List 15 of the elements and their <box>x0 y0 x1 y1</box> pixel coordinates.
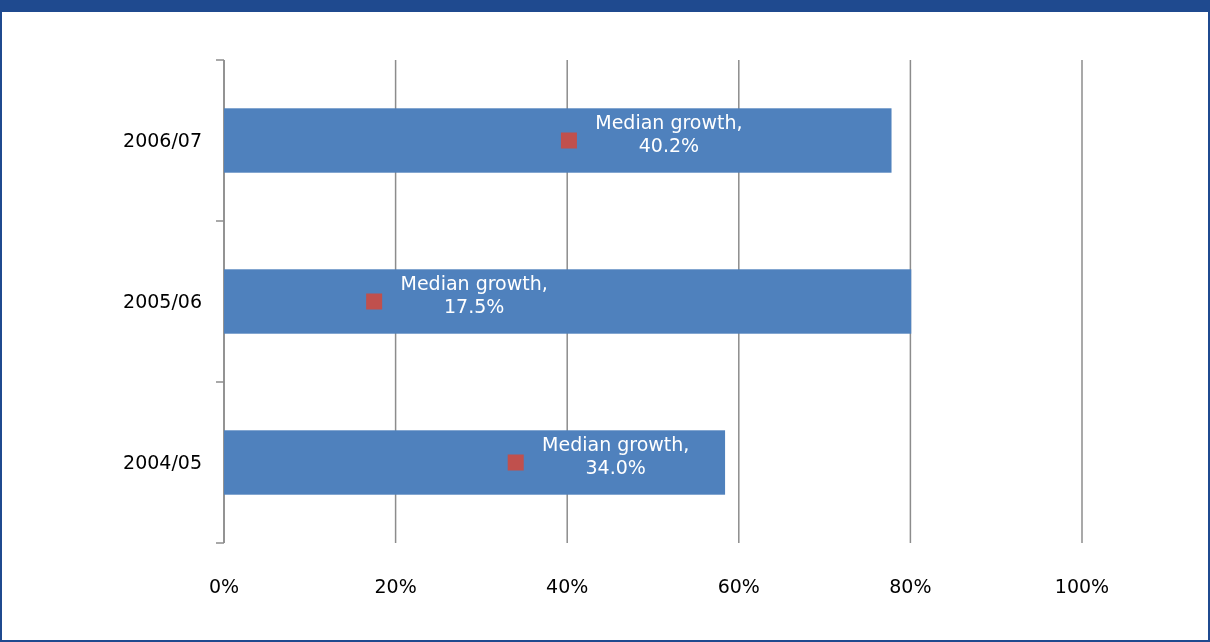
x-tick-label: 60% <box>717 575 760 597</box>
x-tick-label: 40% <box>546 575 589 597</box>
bar <box>224 269 912 334</box>
x-tick-label: 20% <box>374 575 417 597</box>
y-tick-label: 2004/05 <box>123 451 202 474</box>
bar <box>224 108 892 173</box>
annotation: Median growth, 17.5% <box>400 271 548 318</box>
x-tick-label: 80% <box>889 575 932 597</box>
y-tick-label: 2005/06 <box>123 290 202 313</box>
y-tick-label: 2006/07 <box>123 129 202 152</box>
annotation: Median growth, 34.0% <box>542 432 690 479</box>
x-tick-label: 100% <box>1054 575 1110 597</box>
bar <box>224 430 726 495</box>
annotation: Median growth, 40.2% <box>595 110 743 157</box>
x-tick-label: 0% <box>208 575 240 597</box>
